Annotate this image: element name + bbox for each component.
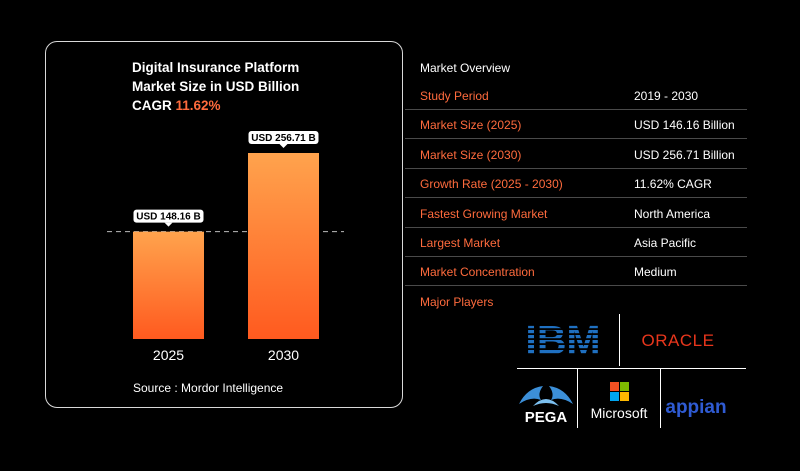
chart-card xyxy=(45,41,403,408)
cagr-prefix: CAGR xyxy=(132,98,172,113)
bar-2025 xyxy=(133,231,204,339)
appian-logo-text: appian xyxy=(665,397,726,418)
overview-row: Fastest Growing Market North America xyxy=(405,199,747,228)
overview-row-key: Growth Rate (2025 - 2030) xyxy=(420,177,563,192)
ms-square-red-icon xyxy=(610,382,619,391)
pega-wing-center-icon xyxy=(533,399,559,406)
bar-2030 xyxy=(248,153,319,339)
chart-title-line2: Market Size in USD Billion xyxy=(132,79,300,94)
overview-row-value: USD 256.71 Billion xyxy=(634,147,735,162)
microsoft-logo-text: Microsoft xyxy=(591,405,648,421)
pega-logo-text: PEGA xyxy=(525,409,568,426)
overview-row-key: Market Size (2030) xyxy=(420,147,522,162)
oracle-logo-text: ORACLE xyxy=(642,331,715,350)
chart-title: Digital Insurance Platform Market Size i… xyxy=(132,58,362,115)
overview-row-value: 11.62% CAGR xyxy=(634,177,712,192)
x-tick-label-2025: 2025 xyxy=(153,347,184,363)
overview-row-key: Market Size (2025) xyxy=(420,118,522,133)
data-label-pointer-2025 xyxy=(164,222,173,227)
ms-square-blue-icon xyxy=(610,392,619,401)
chart-cagr: CAGR 11.62% xyxy=(132,96,362,115)
data-label-2030: USD 256.71 B xyxy=(251,133,315,144)
data-label-bg-2030 xyxy=(248,131,319,144)
overview-title: Market Overview xyxy=(420,61,511,75)
logo-divider-vertical-right xyxy=(660,368,661,428)
overview-row-value: 2019 - 2030 xyxy=(634,89,699,103)
overview-row-value: North America xyxy=(634,206,711,221)
overview-row-value: USD 146.16 Billion xyxy=(634,118,735,133)
appian-logo: appian xyxy=(665,397,726,418)
overview-row: Market Size (2025) USD 146.16 Billion xyxy=(405,110,747,140)
overview-row-key: Fastest Growing Market xyxy=(420,206,548,221)
microsoft-logo: Microsoft xyxy=(591,382,648,421)
pega-logo: PEGA xyxy=(519,386,573,426)
logo-divider-vertical-top xyxy=(619,314,620,366)
x-tick-label-2030: 2030 xyxy=(268,347,299,363)
data-label-bg-2025 xyxy=(133,209,204,223)
ibm-logo-text: IBM xyxy=(525,320,600,360)
logo-divider-horizontal xyxy=(517,368,746,369)
logo-divider-vertical-left xyxy=(577,368,578,428)
source-note: Source : Mordor Intelligence xyxy=(133,381,284,395)
overview-row: Study Period 2019 - 2030 xyxy=(405,81,747,110)
overview-row: Market Concentration Medium xyxy=(405,257,747,287)
overview-row-key: Largest Market xyxy=(420,236,501,250)
overview-row: Largest Market Asia Pacific xyxy=(405,228,747,257)
cagr-value: 11.62% xyxy=(175,98,221,113)
chart-title-line1: Digital Insurance Platform xyxy=(132,60,300,75)
oracle-logo: ORACLE xyxy=(642,331,715,350)
overview-row: Growth Rate (2025 - 2030) 11.62% CAGR xyxy=(405,169,747,199)
overview-row-key: Market Concentration xyxy=(420,265,535,280)
overview-row-key: Study Period xyxy=(420,89,489,103)
overview-row-value: Asia Pacific xyxy=(634,236,697,250)
ibm-logo: IBM xyxy=(525,320,600,360)
overview-row: Market Size (2030) USD 256.71 Billion xyxy=(405,140,747,169)
overview-row-value: Medium xyxy=(634,265,677,280)
major-players-label: Major Players xyxy=(420,295,494,309)
ms-square-green-icon xyxy=(620,382,629,391)
data-label-2025: USD 148.16 B xyxy=(136,212,200,223)
pega-wing-left-icon xyxy=(519,386,543,404)
data-label-pointer-2030 xyxy=(279,144,288,148)
ms-square-yellow-icon xyxy=(620,392,629,401)
pega-wing-right-icon xyxy=(549,386,573,404)
